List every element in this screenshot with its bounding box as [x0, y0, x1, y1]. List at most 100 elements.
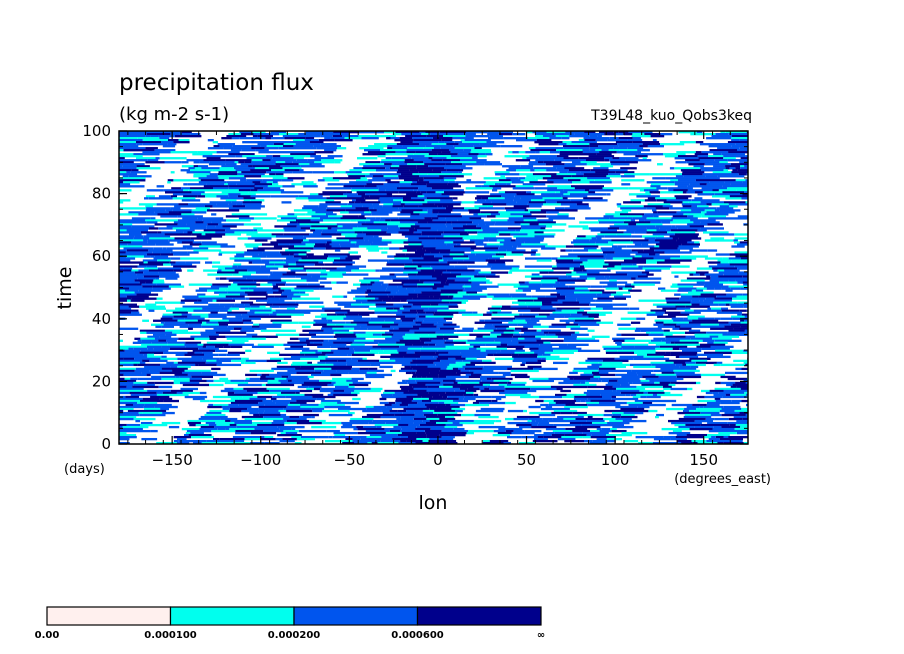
heat-cell [220, 245, 236, 248]
heat-cell [135, 419, 140, 423]
heat-cell [367, 283, 373, 286]
heat-cell [239, 441, 250, 445]
heat-cell [320, 217, 341, 220]
heat-cell [207, 273, 233, 276]
heat-cell [180, 301, 185, 304]
heat-cell [367, 327, 394, 330]
heat-cell [367, 323, 389, 326]
heat-cell [646, 181, 675, 184]
heat-cell [479, 319, 485, 322]
heat-cell [488, 257, 500, 260]
heat-cell [530, 253, 536, 256]
heat-cell [287, 403, 301, 407]
heat-cell [357, 221, 366, 224]
heat-cell [298, 429, 327, 433]
heat-cell [429, 181, 449, 184]
heat-cell [659, 345, 688, 348]
heat-cell [679, 339, 703, 342]
heat-cell [744, 329, 748, 332]
heat-cell [323, 329, 349, 332]
heat-cell [372, 333, 382, 336]
heat-cell [430, 251, 436, 254]
heat-cell [731, 399, 742, 403]
heat-cell [310, 155, 321, 158]
heat-cell [417, 285, 444, 288]
heat-cell [611, 293, 623, 296]
heat-cell [314, 367, 332, 371]
heat-cell [525, 257, 552, 260]
heat-cell [531, 273, 540, 276]
heat-cell [493, 429, 506, 433]
heat-cell [343, 325, 361, 328]
heat-cell [713, 407, 722, 411]
heat-cell [537, 353, 543, 357]
heat-cell [710, 277, 726, 280]
heat-cell [513, 197, 521, 200]
heat-cell [332, 327, 355, 330]
heat-cell [489, 439, 509, 443]
heat-cell [685, 305, 710, 308]
heat-cell [421, 233, 442, 236]
heat-cell [428, 307, 449, 310]
heat-cell [642, 401, 653, 405]
heat-cell [691, 209, 697, 212]
heat-cell [709, 149, 737, 152]
heat-cell [221, 165, 249, 168]
heat-cell [193, 173, 210, 176]
heat-cell [408, 423, 420, 427]
heat-cell [374, 297, 379, 300]
heat-cell [383, 349, 398, 353]
heat-cell [156, 441, 177, 445]
heat-cell [613, 215, 628, 218]
heat-cell [133, 381, 148, 385]
heat-cell [203, 269, 218, 272]
heat-cell [128, 429, 151, 433]
heat-cell [659, 245, 679, 248]
heat-cell [582, 313, 599, 316]
heat-cell [416, 437, 430, 441]
heat-cell [424, 217, 432, 220]
heat-cell [423, 245, 447, 248]
heat-cell [130, 377, 138, 381]
heat-cell [443, 189, 464, 192]
heat-cell [337, 147, 347, 150]
heat-cell [358, 135, 381, 138]
heat-cell [590, 435, 616, 439]
heat-cell [430, 227, 453, 230]
heat-cell [563, 189, 586, 192]
heat-cell [563, 303, 590, 306]
heat-cell [687, 387, 693, 391]
heat-cell [516, 237, 545, 240]
heat-cell [377, 155, 386, 158]
heat-cell [179, 375, 192, 379]
heat-cell [705, 417, 715, 421]
heat-cell [678, 179, 684, 182]
heat-cell [612, 389, 617, 393]
heat-cell [130, 171, 147, 174]
heat-cell [286, 377, 310, 381]
heat-cell [616, 203, 622, 206]
heat-cell [145, 205, 153, 208]
heat-cell [520, 231, 535, 234]
heat-cell [606, 193, 611, 196]
heat-cell [275, 333, 300, 336]
heat-cell [330, 373, 342, 377]
heat-cell [521, 329, 537, 332]
heat-cell [275, 309, 303, 312]
heat-cell [641, 383, 669, 387]
heat-cell [548, 325, 567, 328]
heat-cell [433, 137, 453, 140]
heat-cell [391, 297, 413, 300]
heat-cell [445, 223, 452, 226]
heat-cell [280, 165, 301, 168]
heat-cell [563, 147, 590, 150]
heat-cell [201, 241, 217, 244]
heat-cell [739, 241, 748, 244]
heat-cell [237, 383, 262, 387]
heat-cell [160, 357, 178, 361]
heat-cell [165, 191, 181, 194]
heat-cell [228, 285, 257, 288]
heat-cell [277, 433, 302, 437]
heat-cell [345, 345, 362, 348]
heat-cell [621, 333, 649, 336]
